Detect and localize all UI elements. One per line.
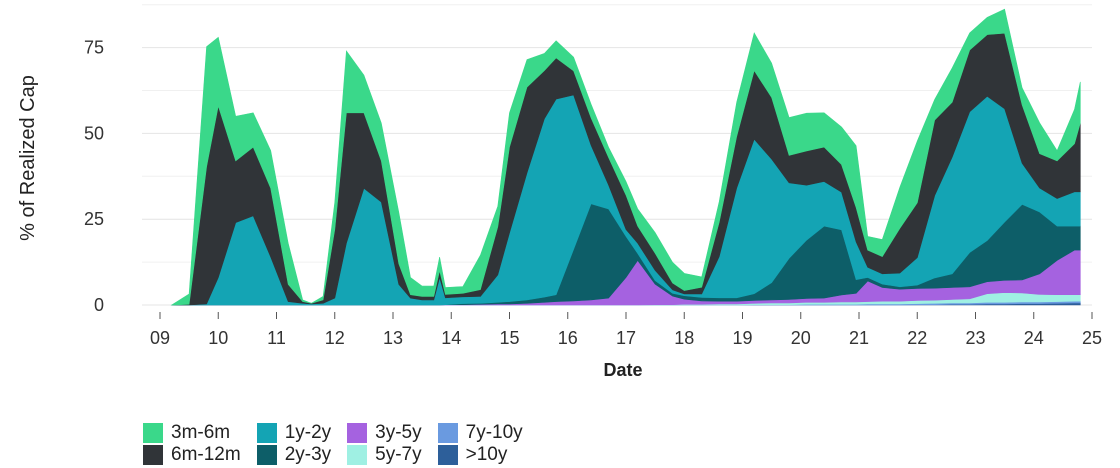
- legend-label: 3y-5y: [375, 422, 422, 443]
- legend-label: 5y-7y: [375, 444, 422, 465]
- legend-label: 3m-6m: [171, 422, 231, 443]
- legend-swatch: [256, 423, 277, 443]
- legend-item: >10y: [437, 444, 523, 466]
- x-tick-label: 15: [499, 328, 519, 348]
- stacked-area-chart: 0 25 50 75 09 10 11 12 13 14 15 16 17 18 19 20 21 22 23 24…: [17, 4, 1102, 380]
- y-axis-title: % of Realized Cap: [17, 75, 39, 241]
- x-tick-label: 13: [383, 328, 403, 348]
- legend-swatch: [347, 445, 368, 465]
- x-tick-label: 10: [208, 328, 228, 348]
- legend-label: >10y: [465, 444, 508, 465]
- legend-item: 1y-2y: [256, 422, 332, 444]
- x-tick-label: 18: [674, 328, 694, 348]
- legend-item: 5y-7y: [347, 444, 422, 466]
- y-axis-ticks: 0 25 50 75: [84, 38, 104, 315]
- x-tick-label: 11: [267, 328, 286, 348]
- legend-swatch: [143, 445, 163, 465]
- x-tick-label: 22: [907, 328, 927, 348]
- legend-item: 3m-6m: [143, 422, 241, 444]
- x-tick-label: 14: [441, 328, 461, 348]
- area-series-3m-6m: [170, 8, 1081, 306]
- x-axis-ticks: 09 10 11 12 13 14 15 16 17 18 19 20 21 22 23 24 25: [150, 312, 1102, 348]
- legend-label: 2y-3y: [284, 444, 332, 465]
- x-tick-label: 09: [150, 328, 170, 348]
- y-tick-label: 50: [84, 123, 104, 143]
- x-tick-label: 16: [558, 328, 578, 348]
- legend-item: 7y-10y: [437, 422, 523, 444]
- y-tick-label: 75: [84, 38, 104, 58]
- legend-label: 7y-10y: [465, 422, 523, 443]
- legend-item: 3y-5y: [347, 422, 422, 444]
- y-tick-label: 25: [84, 209, 104, 229]
- x-axis-title: Date: [603, 360, 642, 380]
- area-series: [170, 8, 1081, 306]
- y-tick-label: 0: [94, 295, 104, 315]
- x-tick-label: 25: [1082, 328, 1102, 348]
- x-tick-label: 23: [965, 328, 985, 348]
- x-tick-label: 19: [732, 328, 752, 348]
- legend: 3m-6m 6m-12m 1y-2y 2y-3y 3y-5y 5y-7y 7y-10y >10…: [143, 422, 523, 466]
- legend-item: 6m-12m: [143, 444, 241, 466]
- x-tick-label: 20: [791, 328, 811, 348]
- legend-label: 1y-2y: [284, 422, 332, 443]
- legend-swatch: [437, 445, 458, 465]
- x-tick-label: 17: [616, 328, 636, 348]
- legend-item: 2y-3y: [256, 444, 332, 466]
- legend-swatch: [437, 423, 458, 443]
- x-tick-label: 21: [849, 328, 869, 348]
- legend-swatch: [256, 445, 277, 465]
- legend-swatch: [347, 423, 368, 443]
- x-tick-label: 12: [325, 328, 345, 348]
- legend-swatch: [143, 423, 163, 443]
- x-tick-label: 24: [1024, 328, 1044, 348]
- legend-label: 6m-12m: [171, 444, 241, 465]
